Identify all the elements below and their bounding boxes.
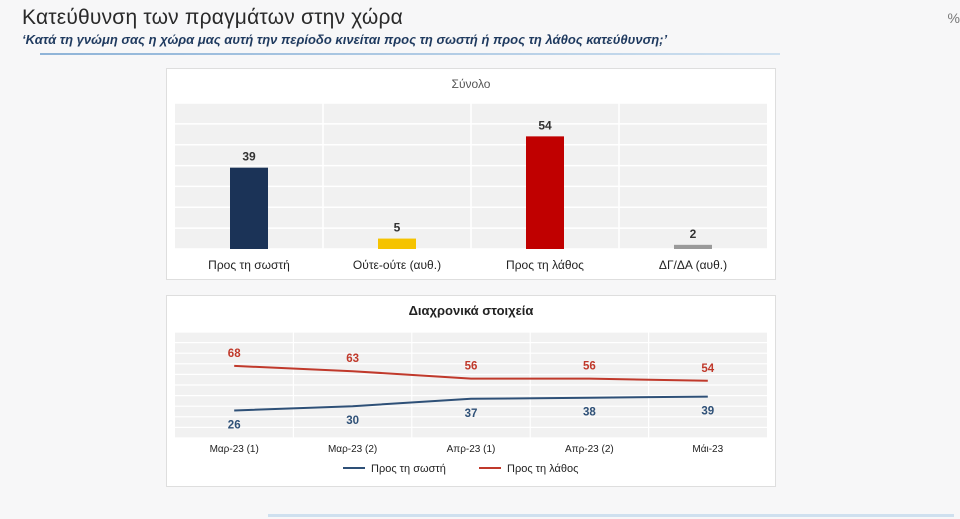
series-line	[234, 395, 708, 412]
subtitle-rule	[40, 53, 780, 55]
legend-label: Προς τη σωστή	[371, 463, 446, 475]
category-label: Απρ-23 (1)	[447, 444, 496, 455]
bar	[230, 167, 268, 249]
data-label: 56	[583, 361, 596, 373]
bar-value-label: 54	[538, 118, 552, 132]
data-label: 30	[346, 415, 359, 427]
series-line	[234, 364, 708, 382]
data-label: 68	[228, 348, 241, 360]
line-chart-title: Διαχρονικά στοιχεία	[408, 303, 534, 318]
category-label: Μαρ-23 (2)	[328, 444, 377, 455]
data-label: 38	[583, 407, 596, 419]
bar-value-label: 39	[242, 150, 256, 164]
category-label: Ούτε-ούτε (αυθ.)	[353, 258, 441, 272]
data-label: 26	[228, 419, 241, 431]
category-label: Απρ-23 (2)	[565, 444, 614, 455]
bar	[378, 238, 416, 249]
page-subtitle: ‘Κατά τη γνώμη σας η χώρα μας αυτή την π…	[22, 32, 668, 47]
data-label: 39	[701, 406, 714, 418]
bar	[526, 136, 564, 249]
unit-mark: %	[947, 10, 960, 26]
bar-value-label: 2	[690, 227, 697, 241]
category-label: Προς τη σωστή	[208, 258, 290, 272]
line-chart: 26 30 37 38 39 68 63 56 56 54 Μαρ-23 (1) Μαρ-23 (2)…	[175, 331, 767, 475]
category-label: Προς τη λάθος	[506, 258, 584, 272]
data-label: 63	[346, 353, 359, 365]
page-title: Κατεύθυνση των πραγμάτων στην χώρα	[22, 6, 403, 29]
data-label: 54	[701, 363, 714, 375]
bar-chart-panel: Σύνολο 39 Προς τη σωστή 5 Ούτε-ούτε (αυθ.) 5…	[166, 68, 776, 280]
data-label: 37	[465, 408, 478, 420]
bar-chart-title: Σύνολο	[451, 77, 491, 91]
line-chart-panel: Διαχρονικά στοιχεία 26 30 37 38 39 68 63 56 56 54…	[166, 295, 776, 487]
bar	[674, 244, 712, 249]
bottom-rule	[268, 514, 954, 517]
bar-chart: 39 Προς τη σωστή 5 Ούτε-ούτε (αυθ.) 54 Προς τ…	[175, 102, 767, 272]
category-label: Μάι-23	[692, 443, 723, 455]
bar-value-label: 5	[394, 221, 401, 235]
legend-label: Προς τη λάθος	[507, 463, 578, 475]
category-label: Μαρ-23 (1)	[210, 444, 259, 455]
data-label: 56	[465, 361, 478, 373]
category-label: ΔΓ/ΔΑ (αυθ.)	[659, 258, 727, 272]
